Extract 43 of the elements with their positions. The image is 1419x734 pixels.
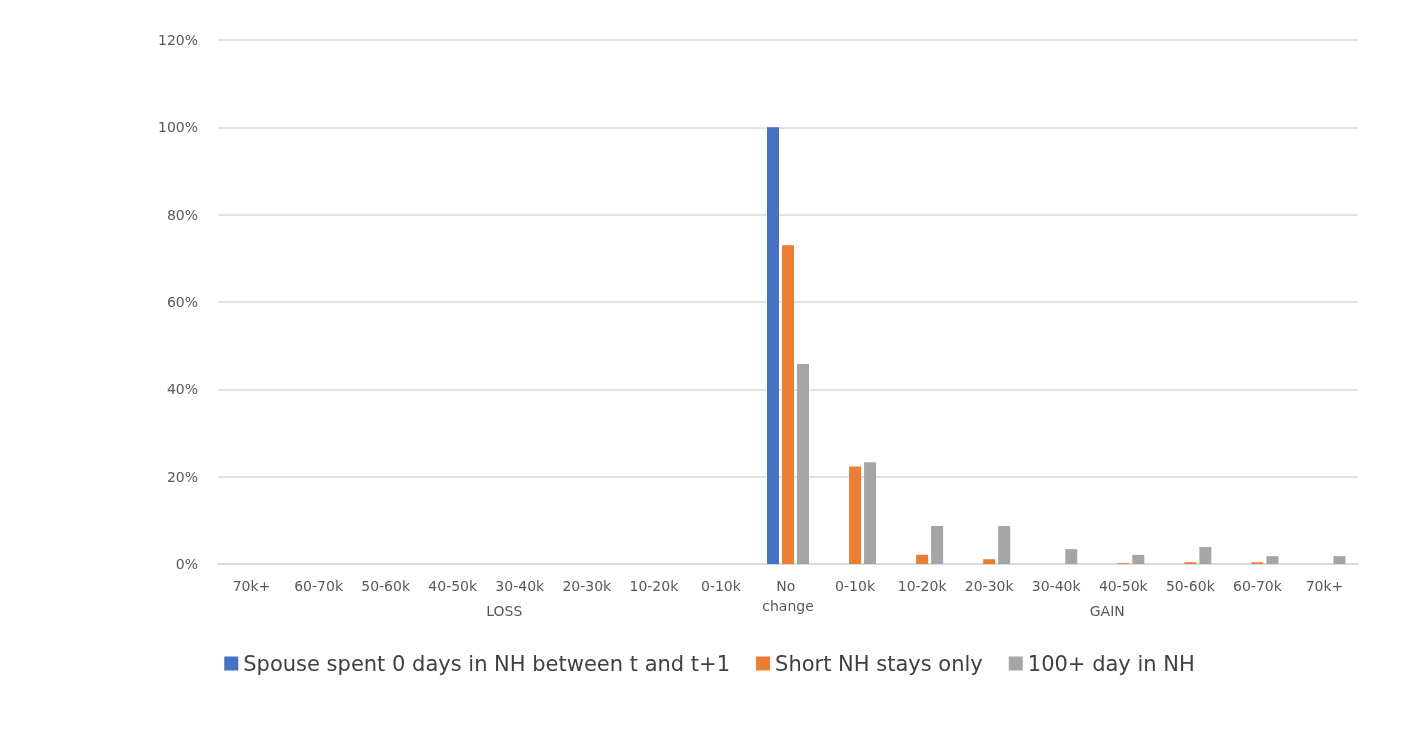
- x-tick-label: 20-30k: [964, 578, 1015, 594]
- x-tick-label: 60-70k: [294, 578, 344, 594]
- y-tick-label: 100%: [157, 119, 198, 136]
- bar: [998, 526, 1011, 564]
- legend-label: Spouse spent 0 days in NH between t and t+1: [243, 651, 731, 676]
- x-tick-label: 40-50k: [1098, 578, 1149, 594]
- x-tick-label: 10-20k: [897, 578, 948, 594]
- x-tick-label: 30-40k: [1031, 578, 1082, 594]
- x-tick-label: 10-20k: [629, 578, 680, 594]
- bar: [849, 466, 862, 564]
- bar: [1333, 556, 1346, 564]
- legend-label: 100+ day in NH: [1027, 651, 1195, 676]
- x-tick-label: 60-70k: [1233, 578, 1283, 594]
- bar: [1199, 546, 1212, 564]
- bar: [797, 364, 809, 564]
- text: GAIN: [1089, 603, 1125, 619]
- y-tick-label: 40%: [166, 381, 198, 398]
- bar: [767, 127, 779, 564]
- bar: [782, 245, 794, 564]
- y-tick-label: 0%: [175, 556, 198, 572]
- legend-label: Short NH stays only: [775, 651, 983, 676]
- x-tick-label: 70k+: [232, 578, 271, 594]
- bar: [1065, 549, 1078, 564]
- x-tick-label: 30-40k: [495, 578, 546, 594]
- text: LOSS: [486, 603, 523, 619]
- x-tick-label: 40-50k: [428, 578, 478, 594]
- x-tick-label: 0-10k: [835, 578, 876, 594]
- bar: [983, 559, 996, 564]
- bar: [1266, 556, 1279, 564]
- x-tick-label: 50-60k: [361, 578, 411, 594]
- y-tick-label: 80%: [166, 206, 198, 223]
- x-tick-label: No change: [762, 578, 814, 614]
- bar: [1132, 554, 1145, 564]
- y-tick-label: 20%: [166, 468, 198, 485]
- x-tick-label: 50-60k: [1165, 578, 1216, 594]
- bar: [864, 462, 877, 564]
- x-tick-label: 0-10k: [701, 578, 742, 594]
- y-tick-label: 60%: [166, 294, 198, 310]
- x-tick-label: 20-30k: [562, 578, 613, 594]
- y-tick-label: 120%: [157, 32, 198, 48]
- bar: [916, 554, 929, 564]
- x-tick-label: 70k+: [1305, 578, 1344, 594]
- bar: [931, 526, 944, 564]
